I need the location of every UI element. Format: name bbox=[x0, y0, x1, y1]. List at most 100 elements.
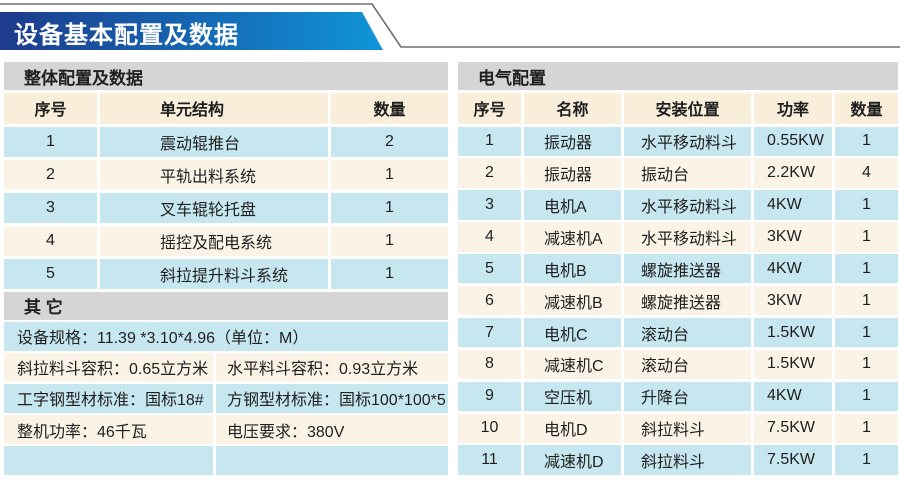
table-row: 7 电机C 滚动台 1.5KW 1 bbox=[458, 317, 898, 348]
cell-no: 5 bbox=[458, 254, 521, 284]
col-header-location: 安装位置 bbox=[624, 92, 751, 124]
cell-qty: 1 bbox=[835, 285, 898, 316]
cell-power: 3KW bbox=[754, 285, 832, 316]
cell-no: 4 bbox=[4, 225, 97, 256]
col-header-unit: 单元结构 bbox=[100, 92, 328, 124]
table-row: 4 减速机A 水平移动料斗 3KW 1 bbox=[458, 222, 898, 252]
cell-power: 0.55KW bbox=[754, 126, 832, 156]
cell-name: 电机D bbox=[524, 413, 621, 443]
cell-no: 7 bbox=[458, 317, 521, 348]
cell-qty: 2 bbox=[331, 126, 448, 157]
overall-config-table: 整体配置及数据 序号 单元结构 数量 1 震动辊推台 2 2 平轨出料系统 1 … bbox=[4, 62, 448, 475]
cell-name: 减速机B bbox=[524, 285, 621, 316]
spec-empty-cell bbox=[4, 446, 213, 475]
cell-location: 斜拉料斗 bbox=[624, 445, 751, 475]
banner-outline bbox=[0, 3, 900, 48]
cell-name: 电机B bbox=[524, 254, 621, 284]
cell-unit: 斜拉提升料斗系统 bbox=[100, 258, 328, 289]
cell-power: 7.5KW bbox=[754, 413, 832, 443]
cell-name: 振动器 bbox=[524, 158, 621, 188]
table-row: 2 振动器 振动台 2.2KW 4 bbox=[458, 158, 898, 188]
spec-hopper-volume-diagonal: 斜拉料斗容积：0.65立方米 bbox=[4, 353, 213, 382]
col-header-no: 序号 bbox=[458, 92, 521, 124]
table-row: 2 平轨出料系统 1 bbox=[4, 159, 448, 190]
cell-no: 8 bbox=[458, 349, 521, 380]
spec-total-power: 整机功率：46千瓦 bbox=[4, 415, 213, 444]
spec-row: 斜拉料斗容积：0.65立方米 水平料斗容积：0.93立方米 bbox=[4, 353, 448, 382]
section-title-overall: 整体配置及数据 bbox=[4, 62, 448, 90]
cell-qty: 4 bbox=[835, 158, 898, 188]
spec-row: 工字钢型材标准：国标18# 方钢型材标准：国标100*100*5 bbox=[4, 384, 448, 413]
cell-name: 减速机D bbox=[524, 445, 621, 475]
spec-ibeam-standard: 工字钢型材标准：国标18# bbox=[4, 384, 213, 413]
cell-no: 1 bbox=[458, 126, 521, 156]
cell-qty: 1 bbox=[835, 381, 898, 412]
spec-row: 整机功率：46千瓦 电压要求：380V bbox=[4, 415, 448, 444]
cell-qty: 1 bbox=[835, 413, 898, 443]
cell-no: 6 bbox=[458, 285, 521, 316]
cell-qty: 1 bbox=[835, 349, 898, 380]
cell-no: 3 bbox=[4, 192, 97, 223]
cell-location: 振动台 bbox=[624, 158, 751, 188]
cell-qty: 1 bbox=[835, 317, 898, 348]
spec-voltage-requirement: 电压要求：380V bbox=[216, 415, 448, 444]
table-row: 10 电机D 斜拉料斗 7.5KW 1 bbox=[458, 413, 898, 443]
cell-name: 减速机A bbox=[524, 222, 621, 252]
cell-qty: 1 bbox=[835, 445, 898, 475]
cell-location: 滚动台 bbox=[624, 349, 751, 380]
cell-power: 1.5KW bbox=[754, 317, 832, 348]
cell-power: 4KW bbox=[754, 381, 832, 412]
col-header-name: 名称 bbox=[524, 92, 621, 124]
col-header-qty: 数量 bbox=[331, 92, 448, 124]
table-row: 6 减速机B 螺旋推送器 3KW 1 bbox=[458, 285, 898, 316]
table-row: 1 震动辊推台 2 bbox=[4, 126, 448, 157]
spec-square-steel-standard: 方钢型材标准：国标100*100*5 bbox=[216, 384, 448, 413]
cell-unit: 摇控及配电系统 bbox=[100, 225, 328, 256]
right-column-header-row: 序号 名称 安装位置 功率 数量 bbox=[458, 92, 898, 124]
cell-name: 空压机 bbox=[524, 381, 621, 412]
cell-qty: 1 bbox=[331, 159, 448, 190]
cell-no: 1 bbox=[4, 126, 97, 157]
cell-unit: 震动辊推台 bbox=[100, 126, 328, 157]
spec-empty-cell bbox=[216, 446, 448, 475]
left-column-header-row: 序号 单元结构 数量 bbox=[4, 92, 448, 124]
table-row: 3 叉车辊轮托盘 1 bbox=[4, 192, 448, 223]
cell-qty: 1 bbox=[835, 254, 898, 284]
cell-no: 2 bbox=[458, 158, 521, 188]
cell-qty: 1 bbox=[835, 222, 898, 252]
table-row: 9 空压机 升降台 4KW 1 bbox=[458, 381, 898, 412]
cell-location: 螺旋推送器 bbox=[624, 254, 751, 284]
cell-location: 螺旋推送器 bbox=[624, 285, 751, 316]
table-row: 3 电机A 水平移动料斗 4KW 1 bbox=[458, 190, 898, 220]
cell-qty: 1 bbox=[331, 225, 448, 256]
cell-no: 10 bbox=[458, 413, 521, 443]
cell-name: 电机A bbox=[524, 190, 621, 220]
cell-no: 4 bbox=[458, 222, 521, 252]
cell-location: 水平移动料斗 bbox=[624, 190, 751, 220]
cell-power: 4KW bbox=[754, 254, 832, 284]
cell-no: 2 bbox=[4, 159, 97, 190]
col-header-qty: 数量 bbox=[835, 92, 898, 124]
banner-blue-ribbon bbox=[0, 12, 383, 50]
spec-row-empty bbox=[4, 446, 448, 475]
cell-no: 9 bbox=[458, 381, 521, 412]
cell-no: 5 bbox=[4, 258, 97, 289]
cell-power: 4KW bbox=[754, 190, 832, 220]
cell-location: 升降台 bbox=[624, 381, 751, 412]
table-row: 5 斜拉提升料斗系统 1 bbox=[4, 258, 448, 289]
table-row: 11 减速机D 斜拉料斗 7.5KW 1 bbox=[458, 445, 898, 475]
section-title-other: 其 它 bbox=[4, 291, 448, 320]
cell-power: 7.5KW bbox=[754, 445, 832, 475]
col-header-no: 序号 bbox=[4, 92, 97, 124]
table-row: 5 电机B 螺旋推送器 4KW 1 bbox=[458, 254, 898, 284]
electrical-config-table: 电气配置 序号 名称 安装位置 功率 数量 1 振动器 水平移动料斗 0.55K… bbox=[458, 62, 898, 475]
cell-qty: 1 bbox=[331, 192, 448, 223]
cell-power: 1.5KW bbox=[754, 349, 832, 380]
banner-shape bbox=[0, 3, 900, 50]
col-header-power: 功率 bbox=[754, 92, 832, 124]
cell-no: 3 bbox=[458, 190, 521, 220]
cell-name: 减速机C bbox=[524, 349, 621, 380]
cell-unit: 叉车辊轮托盘 bbox=[100, 192, 328, 223]
cell-location: 斜拉料斗 bbox=[624, 413, 751, 443]
